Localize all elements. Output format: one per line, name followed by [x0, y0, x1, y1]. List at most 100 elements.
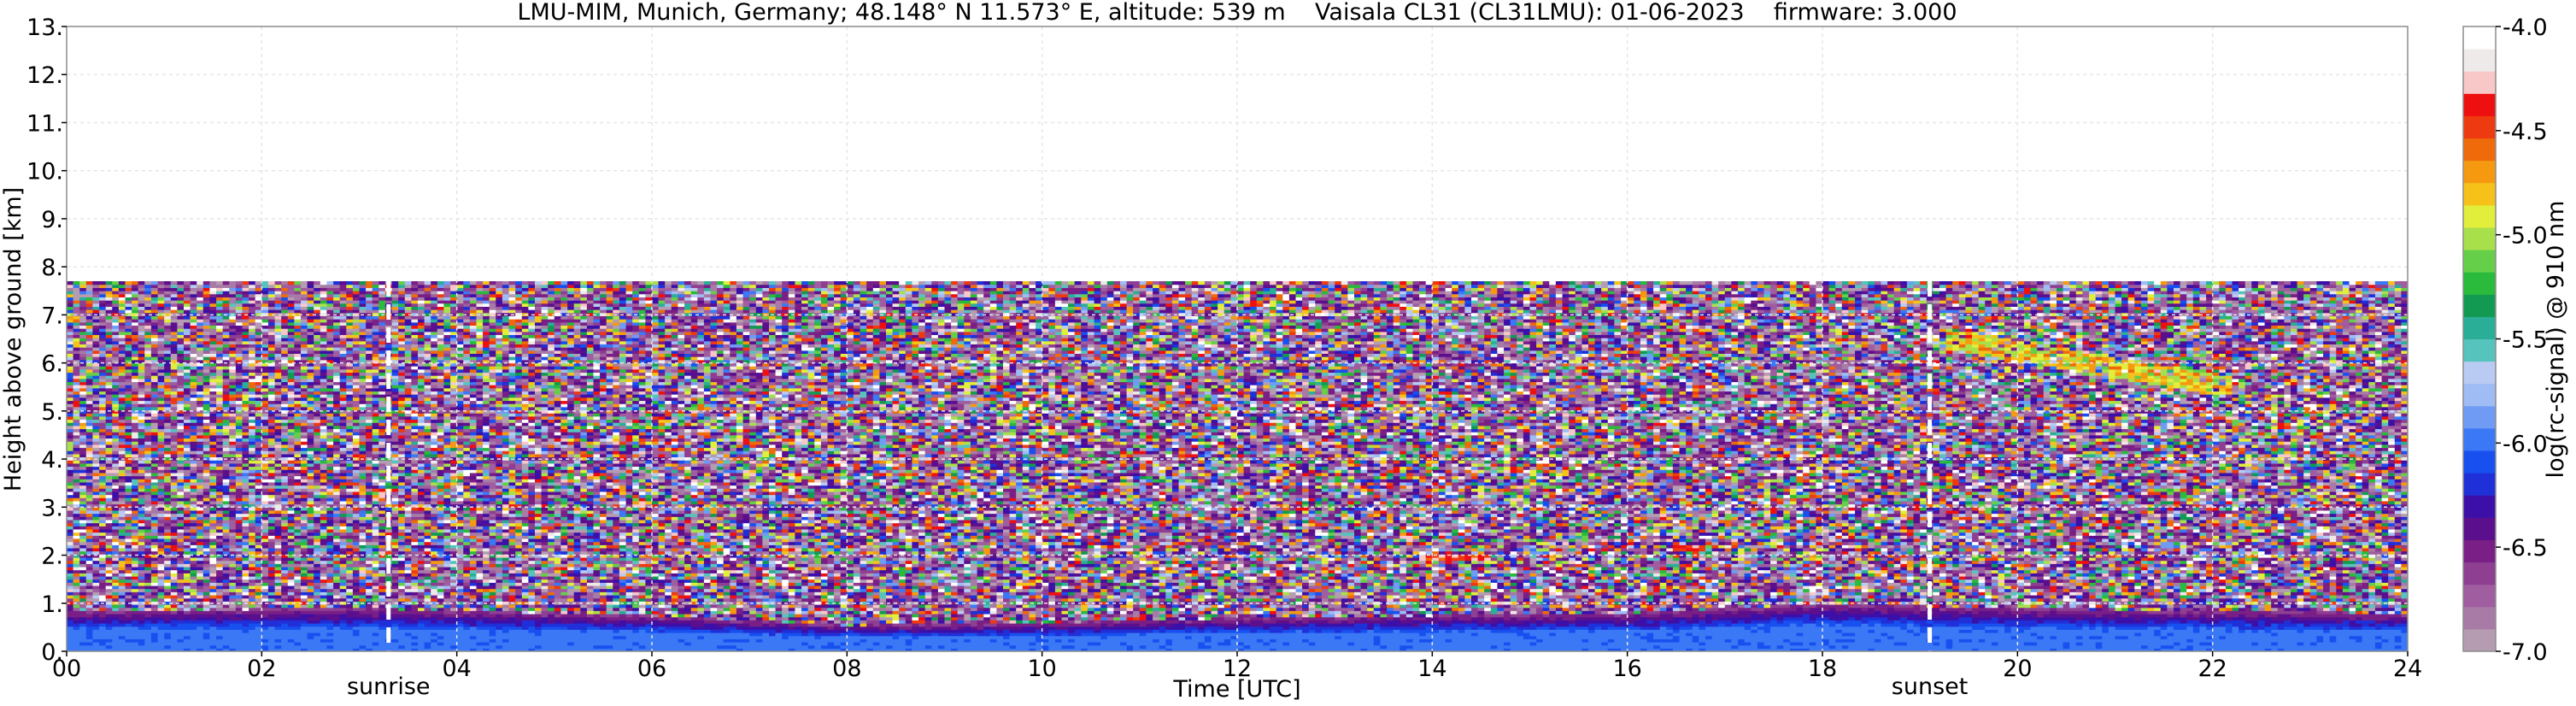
heatmap-cell [73, 356, 80, 361]
heatmap-cell [138, 403, 145, 408]
heatmap-cell [281, 488, 289, 492]
heatmap-cell [301, 397, 308, 402]
heatmap-cell [314, 406, 321, 411]
heatmap-cell [209, 400, 217, 404]
heatmap-cell [138, 350, 145, 354]
heatmap-cell [249, 547, 256, 552]
heatmap-cell [235, 635, 244, 639]
heatmap-cell [79, 563, 87, 568]
heatmap-cell [67, 462, 74, 468]
heatmap-cell [229, 629, 237, 633]
heatmap-cell [125, 400, 132, 404]
heatmap-cell [281, 497, 289, 502]
heatmap-cell [274, 591, 282, 596]
heatmap-cell [73, 432, 80, 436]
heatmap-cell [197, 309, 204, 314]
heatmap-cell [339, 604, 347, 609]
heatmap-cell [79, 419, 87, 423]
heatmap-cell [118, 507, 126, 511]
heatmap-cell [184, 479, 191, 483]
heatmap-cell [301, 582, 308, 586]
heatmap-cell [144, 488, 152, 492]
heatmap-cell [105, 415, 113, 421]
heatmap-cell [261, 319, 269, 323]
heatmap-cell [261, 359, 269, 364]
heatmap-cell [307, 538, 314, 543]
heatmap-cell [125, 532, 132, 536]
heatmap-cell [307, 466, 314, 470]
heatmap-cell [249, 293, 256, 297]
heatmap-cell [144, 560, 152, 564]
heatmap-cell [99, 406, 107, 411]
heatmap-cell [144, 422, 152, 427]
heatmap-cell [105, 469, 113, 474]
heatmap-cell [229, 507, 237, 511]
heatmap-cell [242, 403, 249, 408]
heatmap-cell [307, 563, 314, 568]
heatmap-cell [177, 532, 185, 536]
heatmap-cell [157, 479, 165, 483]
heatmap-cell [125, 629, 132, 633]
heatmap-cell [255, 368, 262, 374]
heatmap-cell [92, 397, 100, 402]
heatmap-cell [125, 387, 132, 392]
heatmap-cell [267, 623, 276, 627]
heatmap-cell [320, 541, 328, 545]
heatmap-cell [281, 481, 289, 486]
heatmap-cell [281, 507, 289, 511]
heatmap-cell [79, 472, 87, 477]
heatmap-cell [222, 462, 230, 468]
heatmap-cell [216, 554, 224, 558]
heatmap-cell [222, 595, 230, 599]
heatmap-cell [150, 597, 159, 602]
heatmap-cell [287, 391, 296, 395]
heatmap-cell [138, 595, 145, 599]
heatmap-cell [85, 573, 94, 577]
heatmap-cell [157, 387, 165, 392]
heatmap-cell [242, 432, 249, 436]
heatmap-cell [190, 547, 197, 552]
heatmap-cell [164, 479, 172, 483]
heatmap-cell [249, 303, 256, 307]
heatmap-cell [229, 400, 237, 404]
heatmap-cell [216, 362, 224, 367]
heatmap-cell [339, 632, 347, 637]
heatmap-cell [222, 491, 230, 496]
heatmap-cell [73, 293, 80, 297]
heatmap-cell [216, 334, 224, 338]
heatmap-cell [105, 500, 113, 505]
heatmap-cell [170, 497, 179, 502]
heatmap-cell [287, 387, 296, 392]
heatmap-cell [281, 281, 289, 285]
heatmap-cell [222, 644, 230, 649]
heatmap-cell [184, 614, 191, 618]
heatmap-cell [138, 391, 145, 395]
heatmap-cell [216, 516, 224, 521]
heatmap-cell [99, 573, 107, 577]
heatmap-cell [339, 582, 347, 586]
heatmap-cell [99, 432, 107, 436]
heatmap-cell [190, 419, 197, 423]
heatmap-cell [287, 368, 296, 374]
heatmap-cell [261, 591, 269, 596]
heatmap-cell [222, 350, 230, 354]
heatmap-cell [202, 626, 211, 630]
heatmap-cell [307, 475, 314, 479]
heatmap-cell [125, 432, 132, 436]
heatmap-cell [333, 544, 341, 549]
heatmap-cell [242, 381, 249, 385]
heatmap-cell [164, 300, 172, 304]
heatmap-cell [242, 560, 249, 564]
heatmap-cell [216, 644, 224, 649]
heatmap-cell [125, 597, 132, 602]
heatmap-cell [242, 635, 249, 639]
heatmap-cell [67, 526, 74, 530]
heatmap-cell [118, 488, 126, 492]
heatmap-cell [85, 385, 94, 389]
heatmap-cell [320, 413, 328, 417]
heatmap-cell [249, 475, 256, 479]
heatmap-cell [164, 632, 172, 637]
heatmap-cell [229, 334, 237, 338]
heatmap-cell [267, 488, 276, 492]
heatmap-cell [235, 632, 244, 637]
